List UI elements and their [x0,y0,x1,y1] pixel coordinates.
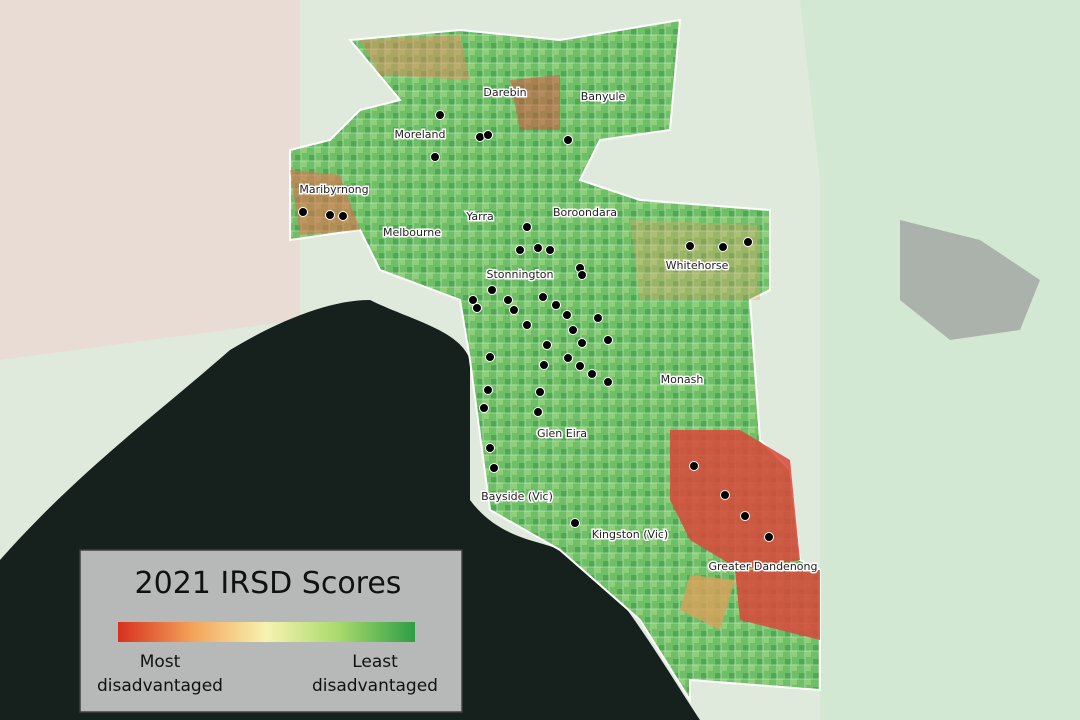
legend-low-label: Most disadvantaged [97,652,223,696]
site-marker [483,130,493,140]
site-marker [545,245,555,255]
site-marker [577,338,587,348]
region-label: Melbourne [383,226,441,239]
mid-area [630,220,760,300]
mid-area [680,575,735,630]
region-label: Greater Dandenong [708,560,817,573]
site-marker [509,305,519,315]
region-label: Bayside (Vic) [481,490,553,503]
site-marker [483,385,493,395]
disadvantaged-area [735,570,820,640]
region-label: Moreland [394,128,445,141]
site-marker [720,490,730,500]
site-marker [430,152,440,162]
mid-area [360,35,470,80]
site-marker [563,135,573,145]
site-marker [563,353,573,363]
mid-area [510,75,560,130]
urban-patch [900,220,1040,340]
site-marker [535,387,545,397]
site-marker [522,222,532,232]
legend-high-label: Least disadvantaged [312,652,438,696]
region-label: Maribyrnong [299,183,368,196]
site-marker [575,361,585,371]
site-marker [325,210,335,220]
site-marker [562,310,572,320]
eastern-area [800,0,1080,720]
site-marker [515,245,525,255]
site-marker [489,463,499,473]
legend-gradient [118,622,415,642]
legend-title: 2021 IRSD Scores [135,566,402,601]
site-marker [542,340,552,350]
site-marker [568,325,578,335]
site-marker [435,110,445,120]
site-marker [338,211,348,221]
site-marker [485,352,495,362]
site-marker [522,320,532,330]
site-markers [298,110,774,542]
region-label: Kingston (Vic) [592,528,668,541]
site-marker [593,313,603,323]
site-marker [587,369,597,379]
region-label: Whitehorse [666,259,729,272]
site-marker [298,207,308,217]
site-marker [472,303,482,313]
site-marker [485,443,495,453]
site-marker [551,300,561,310]
site-marker [718,242,728,252]
site-marker [503,295,513,305]
region-label: Glen Eira [537,427,587,440]
region-label: Boroondara [553,206,617,219]
site-marker [487,285,497,295]
site-marker [468,295,478,305]
site-marker [533,407,543,417]
site-marker [689,461,699,471]
site-marker [533,243,543,253]
region-label: Stonnington [487,268,554,281]
site-marker [538,292,548,302]
region-label: Banyule [581,90,626,103]
site-marker [570,518,580,528]
legend: 2021 IRSD Scores Most disadvantaged Least… [79,549,463,713]
site-marker [603,377,613,387]
site-marker [577,270,587,280]
site-marker [685,241,695,251]
site-marker [740,511,750,521]
site-marker [764,532,774,542]
site-marker [539,360,549,370]
site-marker [743,237,753,247]
region-label: Darebin [483,86,526,99]
site-marker [603,335,613,345]
western-area [0,0,300,360]
region-label: Yarra [465,210,494,223]
region-label: Monash [661,373,704,386]
site-marker [479,403,489,413]
